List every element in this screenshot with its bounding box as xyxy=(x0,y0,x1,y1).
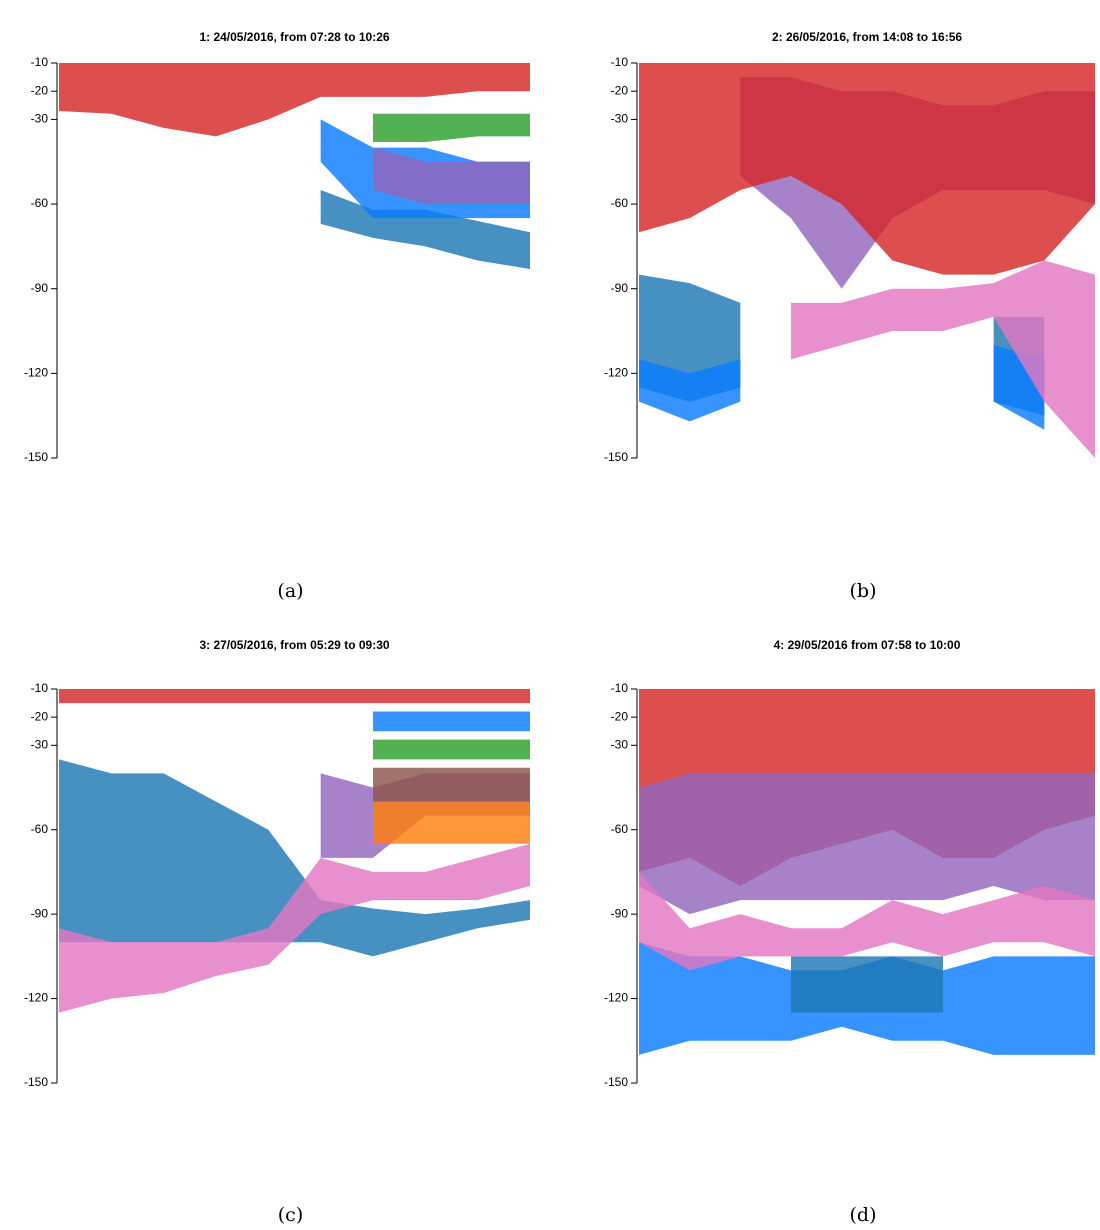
y-tick-label: -20 xyxy=(31,83,49,97)
chart-title: 1: 24/05/2016, from 07:28 to 10:26 xyxy=(199,30,389,44)
y-tick-label: -60 xyxy=(31,822,49,836)
y-tick-label: -30 xyxy=(611,737,629,751)
class-region xyxy=(373,113,530,142)
y-tick-label: -150 xyxy=(604,1075,628,1089)
y-tick-label: -120 xyxy=(24,366,48,380)
y-tick-label: -20 xyxy=(31,709,49,723)
class-region xyxy=(791,260,1095,458)
class-region xyxy=(59,63,530,137)
y-tick-label: -90 xyxy=(31,906,49,920)
chart-title: 4: 29/05/2016 from 07:58 to 10:00 xyxy=(774,638,961,652)
y-tick-label: -20 xyxy=(611,83,629,97)
y-tick-label: -60 xyxy=(31,196,49,210)
caption: (b) xyxy=(850,580,877,602)
class-region xyxy=(639,871,1095,971)
y-tick-label: -60 xyxy=(611,822,629,836)
chart-title: 3: 27/05/2016, from 05:29 to 09:30 xyxy=(199,638,389,652)
y-tick-label: -10 xyxy=(611,55,629,69)
caption: (d) xyxy=(850,1204,877,1226)
y-tick-label: -90 xyxy=(31,281,49,295)
y-tick-label: -90 xyxy=(611,906,629,920)
class-region xyxy=(59,689,530,704)
caption: (a) xyxy=(277,580,303,602)
caption: (c) xyxy=(278,1204,303,1226)
y-tick-label: -30 xyxy=(31,112,49,126)
y-tick-label: -30 xyxy=(611,112,629,126)
class-region xyxy=(373,801,530,844)
class-region xyxy=(639,359,741,422)
class-region xyxy=(791,956,943,1013)
y-tick-label: -150 xyxy=(604,450,628,464)
y-tick-label: -20 xyxy=(611,709,629,723)
class-region xyxy=(373,767,530,802)
chart-title: 2: 26/05/2016, from 14:08 to 16:56 xyxy=(772,30,962,44)
y-tick-label: -90 xyxy=(611,281,629,295)
y-tick-label: -150 xyxy=(24,1075,48,1089)
y-tick-label: -10 xyxy=(611,681,629,695)
y-tick-label: -120 xyxy=(604,991,628,1005)
y-tick-label: -10 xyxy=(31,55,49,69)
y-tick-label: -30 xyxy=(31,737,49,751)
class-region xyxy=(639,63,1095,275)
class-region xyxy=(373,147,530,205)
class-region xyxy=(373,739,530,760)
y-tick-label: -120 xyxy=(604,366,628,380)
y-tick-label: -10 xyxy=(31,681,49,695)
y-tick-label: -120 xyxy=(24,991,48,1005)
class-region xyxy=(59,843,530,1013)
y-tick-label: -150 xyxy=(24,450,48,464)
class-region xyxy=(373,711,530,732)
y-tick-label: -60 xyxy=(611,196,629,210)
class-region xyxy=(59,759,530,957)
class-region xyxy=(639,773,1095,915)
